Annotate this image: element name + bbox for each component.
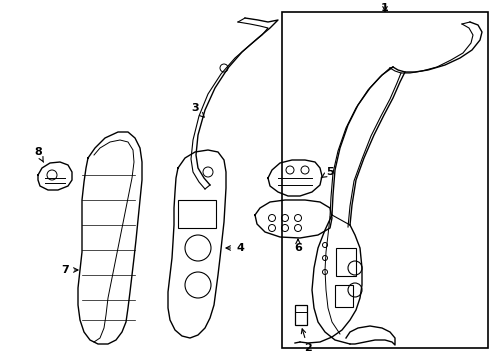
Text: 5: 5 (321, 167, 334, 178)
Bar (335, 285, 353, 307)
Text: 4: 4 (226, 243, 244, 253)
Bar (282, 12, 488, 348)
Bar (178, 200, 216, 228)
Bar (336, 248, 356, 276)
Text: 6: 6 (294, 239, 302, 253)
Text: 7: 7 (61, 265, 78, 275)
Text: 3: 3 (191, 103, 204, 117)
Text: 1: 1 (381, 3, 389, 13)
Text: 8: 8 (34, 147, 44, 162)
Bar (295, 305, 307, 325)
Text: 2: 2 (301, 329, 312, 353)
